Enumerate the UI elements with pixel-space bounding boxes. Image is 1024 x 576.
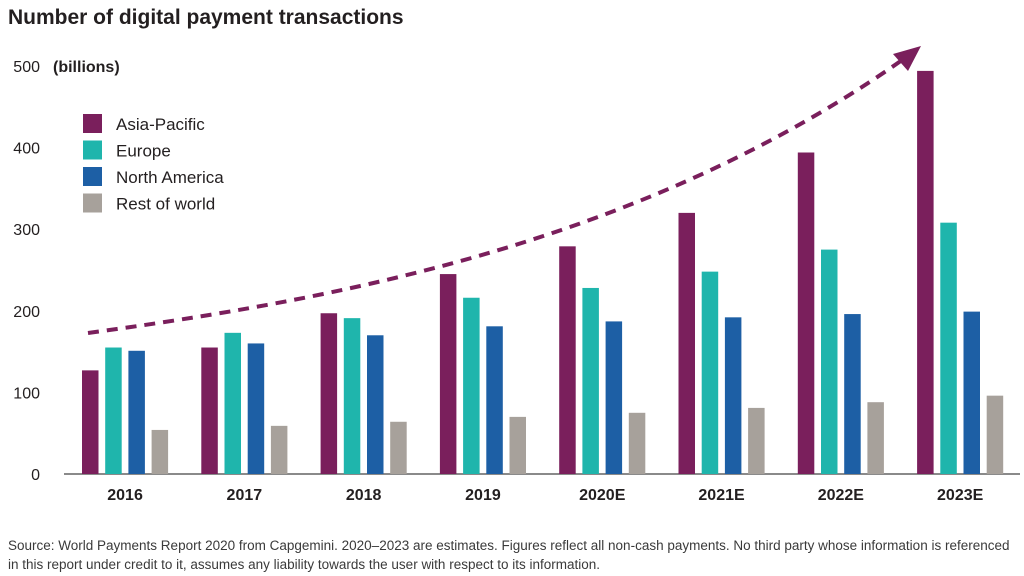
bar-rest-of-world-2017 [270,425,288,474]
legend-label: Rest of world [116,195,215,214]
y-axis-unit-label: (billions) [53,59,120,76]
x-tick-label: 2022E [818,487,865,504]
bar-rest-of-world-2023e [986,395,1004,474]
bar-asia-pacific-2017 [201,347,218,474]
legend-label: Europe [116,142,171,161]
bar-asia-pacific-2021e [678,212,695,474]
x-tick-label: 2018 [346,487,382,504]
x-tick-label: 2021E [698,487,745,504]
legend-label: North America [116,168,224,187]
bar-north-america-2019 [486,326,503,474]
bar-north-america-2016 [128,350,145,474]
bar-rest-of-world-2016 [151,429,169,474]
trend-line [87,56,907,335]
x-tick-label: 2023E [937,487,984,504]
bar-rest-of-world-2022e [867,402,884,474]
bar-asia-pacific-2023e [917,70,934,475]
y-axis: 0 100 200 300 400 500 [13,59,40,484]
bars [82,70,1004,475]
bar-rest-of-world-2018 [390,421,407,474]
legend-swatch [83,114,102,133]
y-tick-label: 100 [13,385,40,402]
bar-asia-pacific-2020e [559,246,576,474]
bar-asia-pacific-2022e [797,152,815,474]
y-tick-label: 200 [13,304,40,321]
legend: Asia-Pacific Europe North America Rest of w… [83,114,224,214]
bar-europe-2021e [701,271,719,474]
trend-arrow [87,46,921,335]
trend-arrowhead-icon [893,46,921,71]
bar-north-america-2023e [963,311,980,474]
x-tick-label: 2017 [227,487,263,504]
bar-europe-2018 [343,318,361,474]
x-tick-label: 2020E [579,487,626,504]
bar-rest-of-world-2019 [509,416,526,474]
legend-label: Asia-Pacific [116,115,205,134]
bar-europe-2016 [105,347,122,474]
bar-rest-of-world-2020e [628,412,646,474]
bar-asia-pacific-2018 [320,313,338,474]
y-tick-label: 0 [31,467,40,484]
legend-swatch [83,167,102,186]
bar-europe-2022e [821,249,838,474]
bar-rest-of-world-2021e [748,407,765,474]
bar-north-america-2017 [247,343,265,474]
y-tick-label: 500 [13,59,40,76]
bar-europe-2023e [940,222,957,474]
legend-swatch [83,193,102,213]
bar-north-america-2021e [724,317,742,474]
bar-europe-2017 [224,332,241,474]
source-note: Source: World Payments Report 2020 from … [8,538,1010,572]
x-tick-label: 2019 [465,487,501,504]
bar-europe-2020e [582,287,599,474]
y-tick-label: 400 [13,141,40,158]
x-axis-labels: 2016 2017 2018 2019 2020E 2021E 2022E 2023E [107,487,983,504]
bar-asia-pacific-2016 [82,370,99,474]
bar-europe-2019 [463,297,480,474]
x-tick-label: 2016 [107,487,143,504]
bar-north-america-2020e [605,321,623,474]
y-tick-label: 300 [13,222,40,239]
bar-chart: 0 100 200 300 400 500 (billions) 2016 2017 2018… [13,46,1020,504]
bar-north-america-2018 [367,335,384,474]
bar-asia-pacific-2019 [439,274,457,474]
legend-swatch [83,140,102,160]
chart-title: Number of digital payment transactions [8,6,404,29]
bar-north-america-2022e [844,314,861,474]
